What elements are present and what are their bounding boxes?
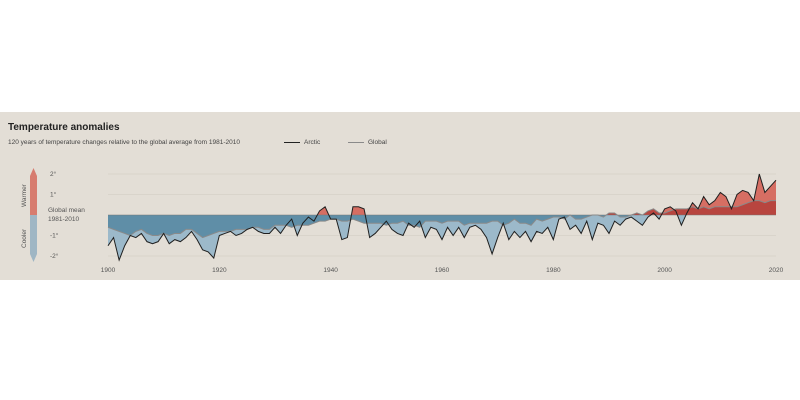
chart-panel: Temperature anomalies 120 years of tempe… (0, 112, 800, 280)
chart-subtitle: 120 years of temperature changes relativ… (8, 139, 240, 146)
legend-item-arctic: Arctic (284, 139, 320, 146)
baseline-label-line2: 1981-2010 (48, 216, 79, 223)
warmer-arrow-head (30, 168, 37, 176)
x-tick-label: 2020 (769, 267, 784, 274)
legend-swatch-arctic (284, 142, 300, 143)
baseline-label-line1: Global mean (48, 207, 85, 214)
global-warm-area (108, 200, 776, 215)
global-cool-area (108, 215, 776, 238)
x-tick-label: 2000 (657, 267, 672, 274)
x-tick-label: 1920 (212, 267, 227, 274)
cooler-arrow-bar (30, 215, 37, 254)
y-tick-label: -2° (50, 252, 59, 260)
y-tick-label: 1° (50, 191, 57, 199)
x-tick-label: 1960 (435, 267, 450, 274)
warmer-label: Warmer (21, 183, 28, 207)
global-line (107, 200, 776, 239)
y-tick-label: -1° (50, 232, 59, 240)
warmer-arrow-bar (30, 176, 37, 215)
y-tick-label: 2° (50, 170, 57, 178)
legend-label-arctic: Arctic (304, 139, 321, 146)
x-tick-label: 1980 (546, 267, 561, 274)
cooler-label: Cooler (21, 228, 28, 248)
arctic-cool-area (108, 215, 776, 261)
legend-label-global: Global (368, 139, 387, 146)
temperature-anomaly-chart: Warmer Cooler Global mean 1981-2010 2° 1° -1° -… (21, 168, 784, 274)
arctic-line (107, 173, 777, 262)
legend-item-global: Global (348, 139, 387, 146)
cooler-arrow-head (30, 254, 37, 262)
x-tick-label: 1900 (101, 267, 116, 274)
legend-swatch-global (348, 142, 364, 143)
chart-title: Temperature anomalies (8, 122, 120, 133)
x-tick-label: 1940 (323, 267, 338, 274)
